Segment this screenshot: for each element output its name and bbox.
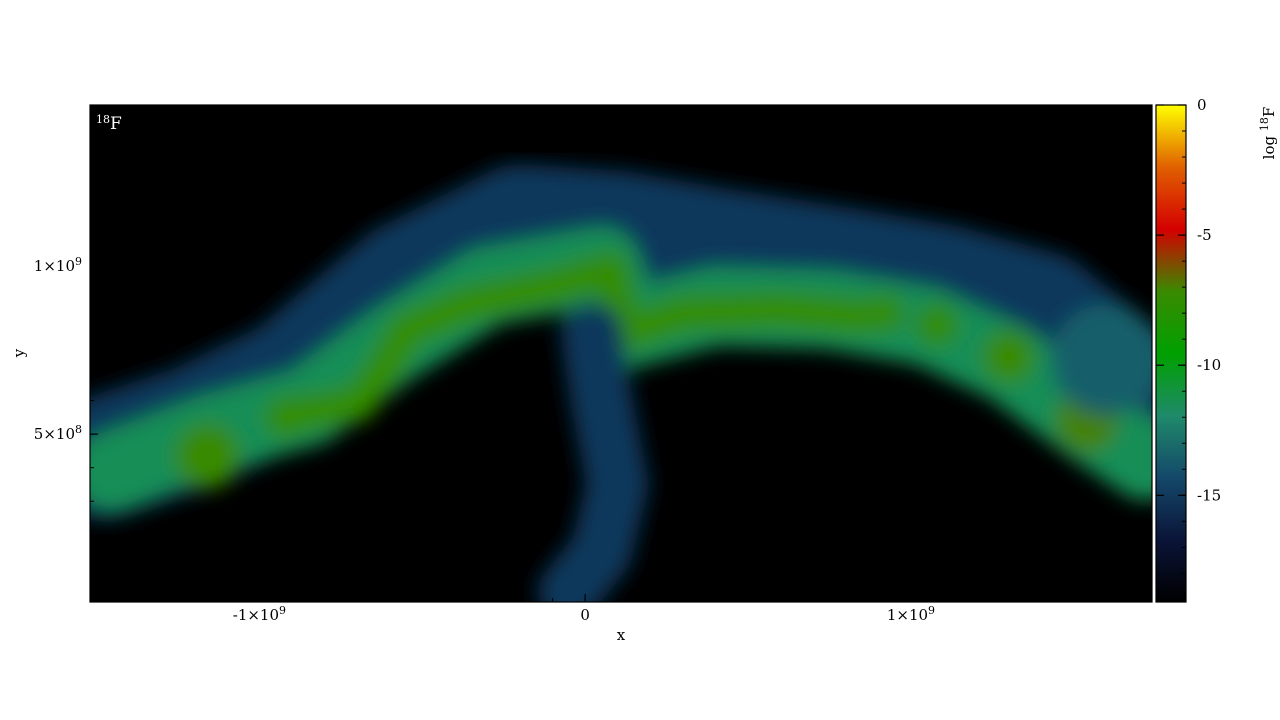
feature-arc-core bbox=[280, 251, 880, 432]
feature-stem-plume bbox=[537, 302, 649, 602]
feature-blob-1 bbox=[174, 423, 240, 489]
x-tick-label: 1×109 bbox=[887, 604, 935, 624]
colorbar-axis: 0 -5 -10 -15 bbox=[1156, 96, 1221, 600]
feature-right-cap-halo bbox=[1051, 304, 1152, 416]
colorbar-title: log 18F bbox=[1258, 107, 1278, 160]
colorbar-tick-label: -10 bbox=[1197, 356, 1221, 374]
colorbar-title-prefix: log bbox=[1260, 131, 1278, 159]
feature-blob-4 bbox=[915, 303, 959, 347]
feature-blob-3 bbox=[865, 293, 905, 333]
y-axis-title: y bbox=[10, 348, 28, 358]
x-axis: -1×109 0 1×109 bbox=[96, 105, 1140, 624]
colorbar-title-main: F bbox=[1260, 107, 1278, 117]
colorbar bbox=[1155, 104, 1187, 603]
x-axis-title: x bbox=[617, 626, 626, 644]
y-axis: 5×108 1×109 bbox=[34, 131, 98, 569]
y-tick-label: 5×108 bbox=[34, 423, 82, 443]
colorbar-title-super: 18 bbox=[1258, 117, 1271, 131]
x-tick-label: 0 bbox=[580, 606, 590, 624]
panel-label: 18F bbox=[96, 113, 122, 134]
feature-blob-5 bbox=[982, 330, 1035, 383]
panel-label-super: 18 bbox=[96, 113, 110, 126]
heatmap-area bbox=[90, 105, 1152, 602]
colorbar-tick-label: -5 bbox=[1197, 226, 1212, 244]
heatmap-features bbox=[90, 164, 1152, 602]
x-tick-label: -1×109 bbox=[233, 604, 286, 624]
y-tick-label: 1×109 bbox=[34, 255, 82, 275]
panel-label-main: F bbox=[110, 114, 122, 134]
plot-frame bbox=[89, 104, 1153, 603]
feature-blob-2 bbox=[264, 396, 307, 439]
colorbar-tick-label: 0 bbox=[1197, 96, 1207, 114]
colorbar-tick-label: -15 bbox=[1197, 486, 1221, 504]
